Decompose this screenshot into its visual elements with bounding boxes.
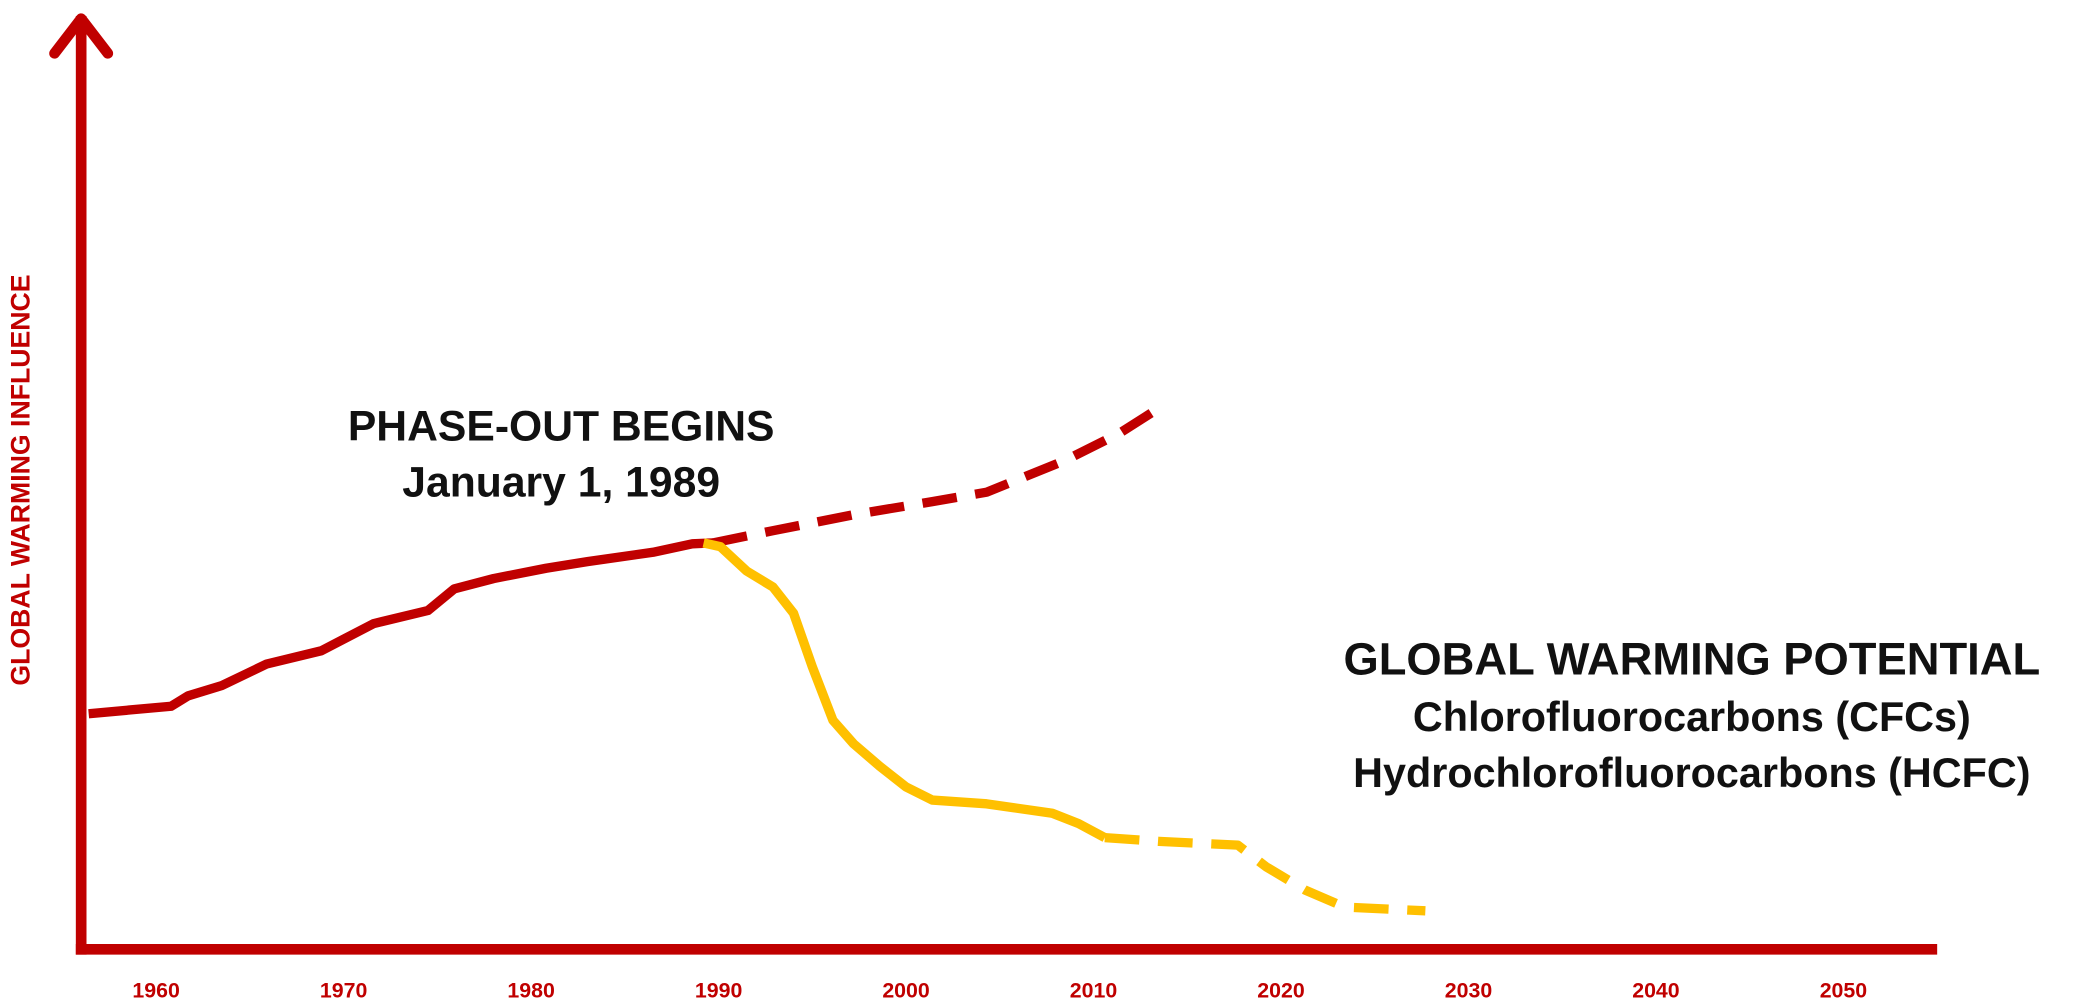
annotation: January 1, 1989 bbox=[402, 459, 720, 507]
annotation: PHASE-OUT BEGINS bbox=[348, 403, 775, 451]
x-tick-label: 2020 bbox=[1257, 979, 1304, 1003]
y-axis-label: GLOBAL WARMING INFLUENCE bbox=[6, 274, 36, 685]
x-tick-label: 1990 bbox=[695, 979, 742, 1003]
y-axis-arrow bbox=[49, 13, 114, 59]
line bbox=[1104, 832, 1426, 916]
x-tick-label: 2030 bbox=[1445, 979, 1492, 1003]
line bbox=[702, 538, 1107, 842]
x-tick-label: 2040 bbox=[1632, 979, 1679, 1003]
line bbox=[88, 538, 714, 719]
x-tick-label: 1960 bbox=[132, 979, 179, 1003]
lines bbox=[88, 402, 1426, 916]
x-tick-label: 1970 bbox=[320, 979, 367, 1003]
subtitle: Hydrochlorofluorocarbons (HCFC) bbox=[1353, 750, 2030, 796]
x-tick-label: 2010 bbox=[1070, 979, 1117, 1003]
subtitle: Chlorofluorocarbons (CFCs) bbox=[1413, 694, 1971, 740]
x-tick-label: 2050 bbox=[1820, 979, 1867, 1003]
x-tick-label: 2000 bbox=[882, 979, 929, 1003]
chart-title: GLOBAL WARMING POTENTIAL bbox=[1343, 634, 2040, 685]
line bbox=[712, 402, 1164, 548]
x-tick-label: 1980 bbox=[507, 979, 554, 1003]
